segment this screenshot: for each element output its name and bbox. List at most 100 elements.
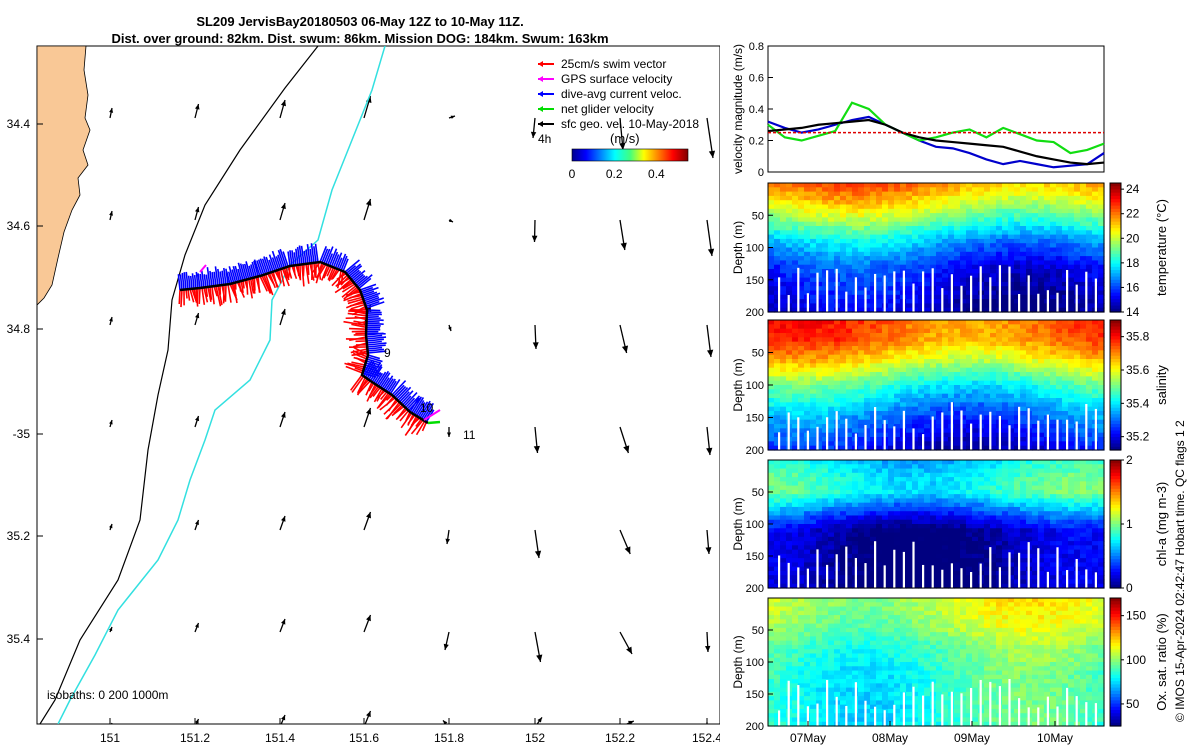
section-cell (876, 217, 883, 223)
section-cell (786, 264, 793, 270)
section-cell (774, 226, 781, 231)
section-cell (822, 485, 829, 491)
section-cell (876, 477, 883, 482)
section-cell (870, 341, 877, 347)
section-cell (804, 238, 811, 244)
section-cell (846, 385, 853, 390)
section-cell (1020, 428, 1027, 434)
section-cell (858, 260, 865, 266)
section-cell (1038, 294, 1045, 300)
section-cell (822, 541, 829, 546)
section-cell (906, 320, 913, 325)
section-cell (1014, 217, 1021, 223)
section-cell (768, 402, 775, 408)
section-cell (828, 341, 835, 347)
section-cell (846, 346, 853, 351)
no-data-gap (1037, 293, 1040, 312)
section-cell (882, 524, 889, 529)
section-cell (816, 460, 823, 465)
section-cell (888, 303, 895, 309)
section-cell (780, 273, 787, 279)
section-cell (798, 372, 805, 377)
section-cell (774, 269, 781, 274)
section-cell (768, 341, 775, 347)
section-cell (894, 524, 901, 529)
section-cell (780, 415, 787, 421)
section-cell (768, 432, 775, 438)
section-cell (1020, 445, 1027, 451)
section-cell (990, 208, 997, 214)
section-cell (900, 226, 907, 231)
section-cell (822, 350, 829, 356)
section-cell (954, 385, 961, 390)
section-cell (1056, 389, 1063, 395)
section-cell (960, 200, 967, 206)
section-cell (924, 281, 931, 287)
section-cell (876, 553, 883, 559)
section-cell (1068, 398, 1075, 403)
section-cell (894, 393, 901, 399)
section-cell (1074, 359, 1081, 364)
section-cell (960, 195, 967, 201)
section-cell (822, 307, 829, 313)
section-cell (972, 380, 979, 386)
section-cell (1098, 183, 1105, 188)
section-cell (912, 432, 919, 438)
colorbar-segment (1110, 443, 1121, 448)
section-cell (768, 208, 775, 214)
section-cell (1044, 363, 1051, 369)
section-cell (780, 545, 787, 551)
section-cell (1038, 346, 1045, 351)
section-cell (948, 411, 955, 416)
section-cell (1074, 269, 1081, 274)
section-cell (882, 389, 889, 395)
section-cell (846, 389, 853, 395)
section-cell (900, 393, 907, 399)
section-cell (960, 393, 967, 399)
section-cell (840, 208, 847, 214)
section-cell (846, 273, 853, 279)
section-cell (882, 372, 889, 377)
section-cell (834, 359, 841, 364)
section-cell (924, 524, 931, 529)
section-cell (1080, 234, 1087, 240)
section-cell (876, 183, 883, 188)
section-cell (870, 367, 877, 373)
section-cell (1020, 213, 1027, 218)
section-cell (1056, 290, 1063, 296)
section-cell (852, 376, 859, 382)
section-cell (828, 324, 835, 330)
section-cell (846, 226, 853, 231)
section-cell (870, 380, 877, 386)
section-cell (1074, 260, 1081, 266)
section-cell (822, 247, 829, 253)
section-cell (972, 226, 979, 231)
section-cell (996, 432, 1003, 438)
section-cell (876, 256, 883, 261)
section-cell (786, 238, 793, 244)
section-cell (1032, 260, 1039, 266)
section-cell (768, 528, 775, 534)
section-cell (888, 441, 895, 447)
section-cell (996, 303, 1003, 309)
colorbar-segment (1110, 437, 1121, 441)
section-cell (804, 549, 811, 555)
section-cell (924, 498, 931, 504)
section-cell (1008, 187, 1015, 193)
section-cell (996, 320, 1003, 325)
section-cell (912, 489, 919, 495)
section-cell (870, 541, 877, 546)
track-label-9: 9 (384, 346, 391, 360)
section-cell (930, 273, 937, 279)
section-cell (996, 424, 1003, 429)
section-cell (858, 402, 865, 408)
section-cell (1008, 333, 1015, 338)
section-cell (1092, 269, 1099, 274)
section-cell (1098, 247, 1105, 253)
section-cell (954, 328, 961, 334)
section-cell (870, 464, 877, 470)
section-cell (894, 307, 901, 313)
section-cell (786, 481, 793, 487)
section-cell (792, 251, 799, 257)
colorbar-segment (1110, 420, 1121, 425)
